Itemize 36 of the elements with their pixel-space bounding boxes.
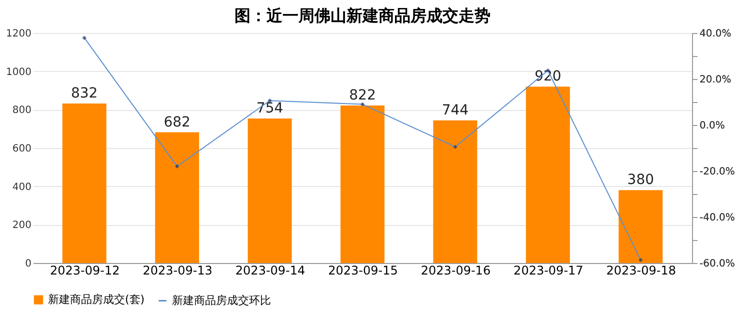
y-tick-label: 400: [12, 182, 32, 193]
y2-tick-label: -60.0%: [700, 258, 735, 270]
x-tick-label: 2023-09-13: [142, 264, 212, 278]
chart-title: 图：近一周佛山新建商品房成交走势: [234, 6, 490, 25]
data-label: 380: [627, 172, 654, 188]
data-label: 744: [442, 102, 469, 118]
x-tick-label: 2023-09-17: [514, 264, 584, 278]
data-label: 822: [349, 87, 376, 104]
data-label: 754: [256, 100, 284, 116]
data-label: 832: [70, 86, 98, 102]
y-tick-label: 600: [12, 144, 32, 154]
bar: [340, 105, 384, 263]
x-tick-label: 2023-09-15: [328, 264, 398, 278]
bar: [618, 190, 663, 263]
x-tick-label: 2023-09-12: [50, 264, 120, 278]
y2-tick-label: 0.0%: [700, 120, 725, 132]
bar: [62, 104, 106, 263]
y-tick-label: 1200: [6, 28, 32, 40]
legend-label: 新建商品房成交(套): [48, 292, 145, 306]
bar: [248, 118, 292, 263]
y-tick-label: 800: [12, 105, 32, 116]
y-tick-label: 1000: [6, 66, 32, 78]
y2-tick-label: -20.0%: [700, 166, 735, 178]
y2-tick-label: -40.0%: [700, 212, 735, 224]
y-tick-label: 0: [25, 258, 32, 270]
bar: [526, 86, 570, 263]
y2-tick-label: 40.0%: [700, 28, 732, 40]
data-label: 682: [164, 114, 190, 130]
bar: [433, 120, 478, 263]
x-tick-label: 2023-09-16: [420, 264, 491, 278]
legend-label: 新建商品房成交环比: [172, 294, 271, 307]
y-tick-label: 200: [12, 220, 32, 232]
y2-tick-label: 20.0%: [700, 74, 732, 86]
x-tick-label: 2023-09-14: [235, 264, 306, 278]
x-tick-label: 2023-09-18: [606, 264, 676, 278]
bar: [155, 132, 200, 263]
